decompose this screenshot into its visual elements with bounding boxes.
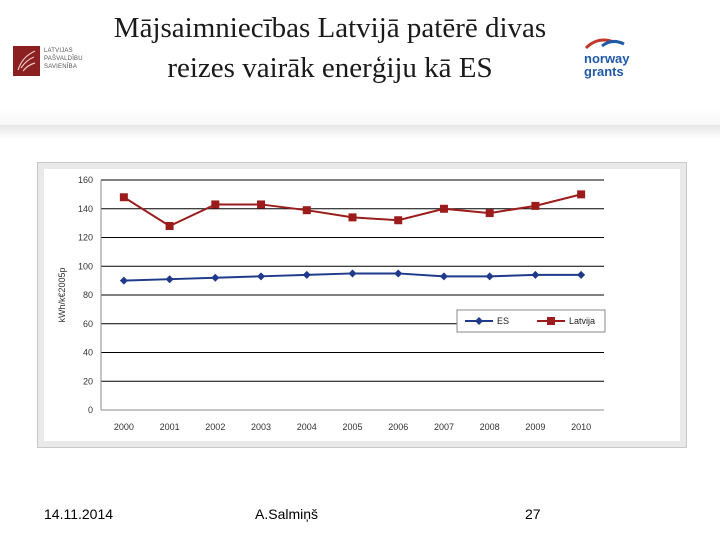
x-tick-label: 2008 bbox=[480, 422, 500, 432]
energy-consumption-chart: 0 20 40 60 80 100 120 140 160 2000 2001 2002 2003 200… bbox=[57, 175, 606, 432]
y-tick-label: 0 bbox=[88, 405, 93, 415]
x-tick-label: 2003 bbox=[251, 422, 271, 432]
lps-logo: LATVIJAS PAŠVALDĪBU SAVIENĪBA bbox=[13, 46, 88, 78]
x-tick-label: 2007 bbox=[434, 422, 454, 432]
y-tick-label: 120 bbox=[78, 233, 93, 243]
x-tick-label: 2000 bbox=[114, 422, 134, 432]
legend-marker-es bbox=[475, 317, 483, 325]
header-divider bbox=[0, 125, 720, 139]
x-tick-label: 2002 bbox=[205, 422, 225, 432]
x-tick-label: 2004 bbox=[297, 422, 317, 432]
y-tick-label: 80 bbox=[83, 290, 93, 300]
point-es-2003 bbox=[257, 272, 266, 281]
legend-label-latvija: Latvija bbox=[569, 316, 595, 326]
x-tick-label: 2009 bbox=[525, 422, 545, 432]
legend-label-es: ES bbox=[497, 316, 509, 326]
y-tick-label: 140 bbox=[78, 204, 93, 214]
norway-grants-logo: norway grants bbox=[580, 30, 640, 80]
x-tick-label: 2001 bbox=[160, 422, 180, 432]
y-tick-label: 40 bbox=[83, 348, 93, 358]
slide-title: Mājsaimniecības Latvijā patērē divas rei… bbox=[75, 8, 585, 88]
footer-date: 14.11.2014 bbox=[44, 506, 114, 522]
point-latvija-2007 bbox=[439, 204, 448, 213]
point-latvija-2006 bbox=[394, 216, 403, 225]
norway-grants-word-2: grants bbox=[584, 64, 624, 79]
lps-logo-line-3: SAVIENĪBA bbox=[44, 64, 78, 70]
point-latvija-2001 bbox=[165, 222, 174, 230]
point-es-2001 bbox=[165, 275, 174, 284]
point-es-2010 bbox=[577, 270, 586, 279]
lps-logo-line-1: LATVIJAS bbox=[44, 48, 73, 54]
point-latvija-2003 bbox=[257, 200, 266, 209]
x-tick-label: 2010 bbox=[571, 422, 591, 432]
y-axis-label: kWh/k€2005p bbox=[57, 267, 67, 322]
point-latvija-2004 bbox=[302, 206, 311, 215]
slide-title-line-2: reizes vairāk enerģiju kā ES bbox=[167, 52, 493, 84]
point-latvija-2000 bbox=[119, 193, 128, 202]
y-tick-label: 60 bbox=[83, 319, 93, 329]
point-latvija-2002 bbox=[211, 200, 220, 209]
point-es-2009 bbox=[531, 270, 540, 279]
y-tick-label: 100 bbox=[78, 261, 93, 271]
lps-logo-line-2: PAŠVALDĪBU bbox=[44, 56, 83, 62]
y-tick-label: 160 bbox=[78, 175, 93, 185]
norway-grants-arc-icon bbox=[584, 38, 625, 50]
point-es-2007 bbox=[439, 272, 448, 281]
point-es-2005 bbox=[348, 269, 357, 278]
lps-logo-mark-icon bbox=[13, 46, 40, 76]
x-tick-label: 2005 bbox=[342, 422, 362, 432]
point-es-2002 bbox=[211, 273, 220, 282]
legend-marker-latvija bbox=[547, 317, 555, 325]
point-es-2008 bbox=[485, 272, 494, 281]
point-latvija-2010 bbox=[577, 190, 586, 199]
lps-logo-text: LATVIJAS PAŠVALDĪBU SAVIENĪBA bbox=[44, 47, 83, 71]
footer-author: A.Salmiņš bbox=[255, 506, 319, 522]
norway-grants-word-1: norway bbox=[584, 51, 630, 66]
slide-header bbox=[0, 0, 720, 135]
footer-page-number: 27 bbox=[525, 506, 541, 522]
slide-title-line-1: Mājsaimniecības Latvijā patērē divas bbox=[113, 12, 547, 44]
point-latvija-2005 bbox=[348, 213, 357, 222]
x-tick-label: 2006 bbox=[388, 422, 408, 432]
point-es-2006 bbox=[394, 269, 403, 278]
point-latvija-2009 bbox=[531, 201, 540, 210]
point-es-2004 bbox=[302, 270, 311, 279]
point-es-2000 bbox=[119, 276, 128, 285]
point-latvija-2008 bbox=[485, 209, 494, 218]
legend-box bbox=[456, 309, 606, 333]
y-tick-label: 20 bbox=[83, 376, 93, 386]
